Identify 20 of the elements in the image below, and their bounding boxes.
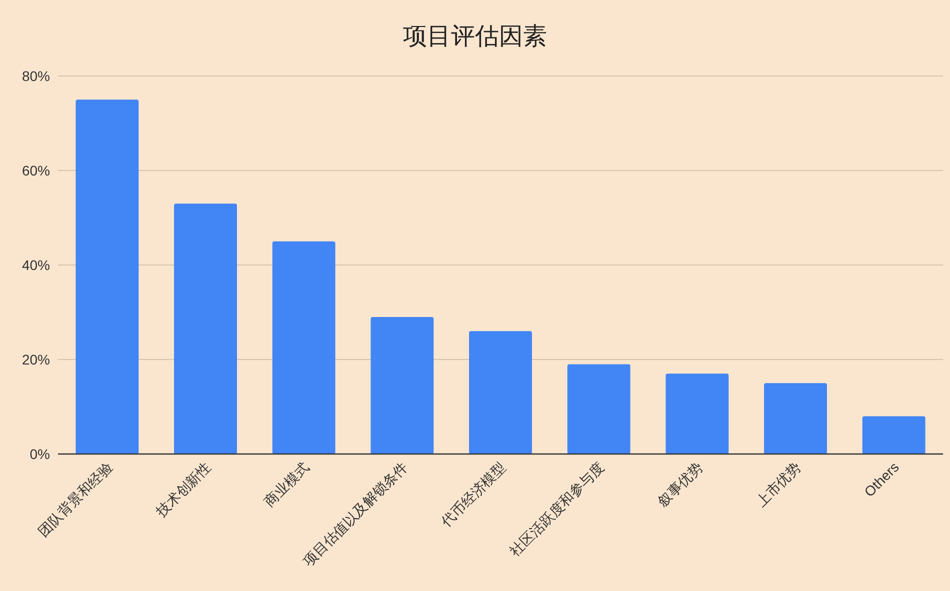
- y-tick-label: 40%: [22, 257, 50, 273]
- bar: [370, 316, 434, 454]
- bar: [272, 241, 336, 454]
- x-tick-label: 商业模式: [261, 458, 312, 510]
- bar: [862, 416, 926, 454]
- y-tick-label: 60%: [22, 162, 50, 178]
- x-tick-label: 上市优势: [752, 458, 804, 510]
- x-tick-label: 技术创新性: [152, 458, 214, 520]
- bar: [174, 204, 237, 454]
- bar: [666, 374, 729, 454]
- chart-title: 项目评估因素: [403, 23, 547, 50]
- x-tick-label: 社区活跃度和参与度: [506, 458, 607, 560]
- bar: [76, 100, 139, 454]
- bar: [567, 364, 630, 454]
- y-tick-label: 20%: [22, 352, 50, 368]
- x-tick-label: 叙事优势: [654, 458, 706, 510]
- x-tick-label: 代币经济模型: [437, 458, 509, 530]
- bar: [469, 331, 532, 454]
- bar: [764, 383, 827, 454]
- y-tick-label: 80%: [22, 68, 50, 84]
